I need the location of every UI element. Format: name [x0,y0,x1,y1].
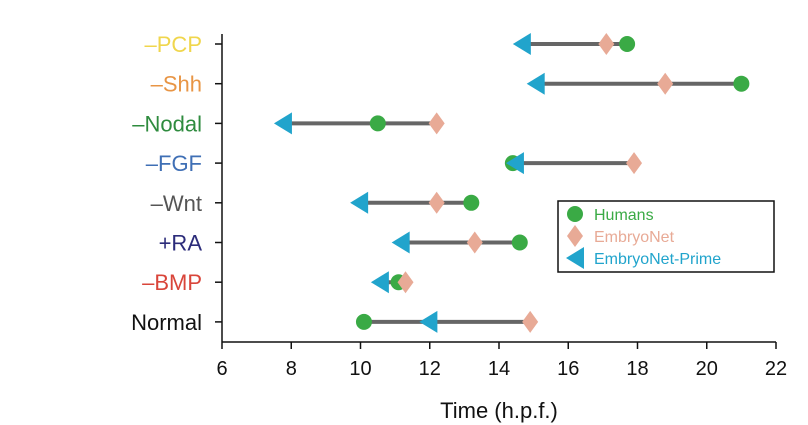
embryonet-prime-arrow [350,191,369,214]
legend-embryonet-prime-marker [566,247,584,269]
category-label: –Wnt [151,191,202,216]
category-label: –PCP [145,32,202,57]
x-tick-label: 12 [419,358,441,380]
x-tick-label: 6 [216,358,227,380]
embryonet-prime-arrow [419,310,438,333]
humans-point [463,194,480,211]
x-tick-label: 18 [626,358,648,380]
embryonet-point [466,231,483,254]
embryonet-prime-arrow [273,112,292,135]
marker-layer [273,33,750,333]
humans-point [511,234,528,251]
x-tick-label: 16 [557,358,579,380]
embryonet-point [626,152,643,175]
x-tick-label: 20 [696,358,718,380]
embryonet-point [397,271,414,294]
x-axis: 6 8 10 12 14 16 18 20 22 [216,341,787,380]
legend-label: Humans [594,207,654,224]
embryonet-point [522,310,539,333]
embryonet-point [657,72,674,95]
legend-label: EmbryoNet [594,229,675,246]
y-axis: –PCP –Shh –Nodal –FGF –Wnt +RA –BMP Normal [131,32,223,342]
category-label: –FGF [146,151,202,176]
embryonet-prime-arrow [526,72,545,95]
x-axis-title: Time (h.p.f.) [440,398,558,423]
humans-point [733,75,750,92]
x-tick-label: 14 [488,358,510,380]
embryonet-point [598,33,615,55]
x-tick-label: 8 [286,358,297,380]
legend-box [557,200,775,273]
embryonet-prime-arrow [512,33,531,55]
legend-label: EmbryoNet-Prime [594,251,721,268]
embryonet-prime-arrow [391,231,410,254]
connector-layer [277,42,742,324]
category-label: –Nodal [132,111,202,136]
category-label: –BMP [142,270,202,295]
legend: Humans EmbryoNet EmbryoNet-Prime [557,200,775,273]
x-tick-label: 22 [765,358,787,380]
embryonet-prime-arrow [370,271,389,294]
x-tick-label: 10 [349,358,371,380]
humans-point [619,36,636,52]
legend-embryonet-marker [567,225,583,247]
category-label: Normal [131,310,202,335]
embryonet-point [428,191,445,214]
category-label: +RA [159,231,203,256]
legend-humans-marker [567,206,583,222]
humans-point [369,115,386,132]
embryonet-prime-arrow [505,152,524,175]
category-label: –Shh [151,72,202,97]
embryonet-point [428,112,445,135]
humans-point [355,313,372,330]
